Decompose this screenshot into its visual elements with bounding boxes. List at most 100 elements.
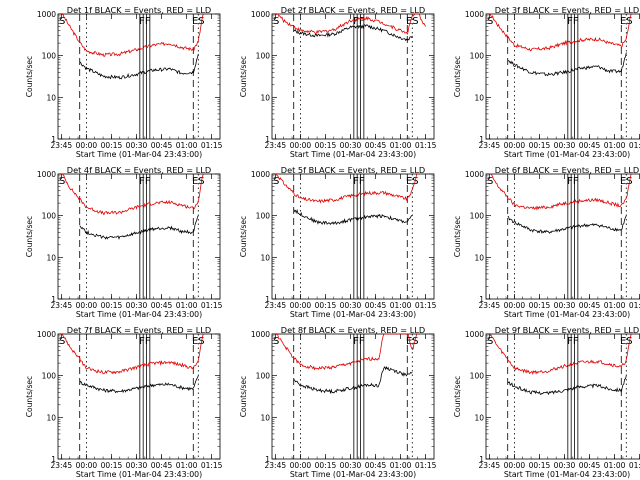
panel-1: Det 1f BLACK = Events, RED = LLD 1 10 100 10… [25, 5, 223, 159]
x-tick-label: 00:30 [554, 461, 576, 470]
series-line-events [293, 24, 413, 42]
y-tick-label: 1000 [37, 10, 56, 19]
panel-title: Det 5f BLACK = Events, RED = LLD [281, 165, 425, 175]
event-label: S [59, 176, 65, 187]
series-line-events [293, 365, 413, 395]
x-tick-label: 01:00 [176, 301, 198, 310]
event-label: S [59, 16, 65, 27]
series-line-lld [488, 333, 632, 376]
x-axis-label: Start Time (01-Mar-04 23:43:00) [504, 150, 630, 159]
event-label: ES [192, 336, 205, 347]
y-tick-label: 1000 [251, 170, 270, 179]
y-tick-label: 100 [470, 372, 485, 381]
y-axis-label: Counts/sec [25, 56, 34, 97]
y-tick-label: 1 [265, 455, 270, 464]
x-tick-label: 00:45 [151, 301, 173, 310]
x-axis-label: Start Time (01-Mar-04 23:43:00) [504, 470, 630, 479]
event-label: ES [620, 176, 633, 187]
x-tick-label: 23:45 [479, 461, 501, 470]
series-line-events [79, 215, 199, 240]
event-label: FF [139, 336, 151, 347]
series-line-lld [275, 333, 418, 371]
panel-title: Det 6f BLACK = Events, RED = LLD [495, 165, 639, 175]
y-tick-label: 10 [46, 413, 56, 422]
x-axis-label: Start Time (01-Mar-04 23:43:00) [290, 310, 416, 319]
panel-title: Det 3f BLACK = Events, RED = LLD [495, 5, 639, 15]
panel-3: Det 3f BLACK = Events, RED = LLD 1 10 100 10… [453, 5, 640, 159]
y-tick-label: 1000 [465, 170, 484, 179]
x-tick-label: 01:00 [176, 461, 198, 470]
y-tick-label: 1000 [465, 10, 484, 19]
x-tick-label: 01:15 [201, 141, 223, 150]
event-label: FF [139, 16, 151, 27]
event-label: ES [406, 176, 419, 187]
y-tick-label: 100 [470, 52, 485, 61]
panel-7: Det 7f BLACK = Events, RED = LLD 1 10 100 10… [25, 325, 223, 479]
x-tick-label: 23:45 [479, 301, 501, 310]
panel-9: Det 9f BLACK = Events, RED = LLD 1 10 100 10… [453, 325, 640, 479]
x-tick-label: 00:30 [554, 301, 576, 310]
x-tick-label: 23:45 [265, 301, 287, 310]
x-tick-label: 00:15 [315, 301, 337, 310]
x-tick-label: 00:45 [579, 301, 601, 310]
x-tick-label: 00:45 [365, 461, 387, 470]
series-line-lld [61, 173, 204, 216]
panel-title: Det 9f BLACK = Events, RED = LLD [495, 325, 639, 335]
x-tick-label: 00:15 [101, 141, 123, 150]
x-tick-label: 23:45 [265, 141, 287, 150]
plot-frame [57, 173, 221, 300]
y-tick-label: 100 [470, 212, 485, 221]
x-tick-label: 00:15 [315, 141, 337, 150]
series-line-lld [275, 13, 426, 35]
x-tick-label: 23:45 [479, 141, 501, 150]
panel-2: Det 2f BLACK = Events, RED = LLD 1 10 100 10… [239, 5, 437, 159]
series-line-lld [275, 173, 418, 204]
plot-frame [57, 333, 221, 460]
panel-4: Det 4f BLACK = Events, RED = LLD 1 10 100 10… [25, 165, 223, 319]
panel-title: Det 4f BLACK = Events, RED = LLD [67, 165, 211, 175]
series-line-lld [61, 333, 204, 375]
x-axis-label: Start Time (01-Mar-04 23:43:00) [290, 150, 416, 159]
x-axis-label: Start Time (01-Mar-04 23:43:00) [76, 150, 202, 159]
event-label: FF [139, 176, 151, 187]
y-axis-label: Counts/sec [239, 216, 248, 257]
series-line-events [79, 53, 199, 80]
x-tick-label: 01:00 [390, 301, 412, 310]
x-tick-label: 00:00 [504, 301, 526, 310]
x-tick-label: 00:45 [365, 141, 387, 150]
x-axis-label: Start Time (01-Mar-04 23:43:00) [76, 310, 202, 319]
plot-frame [271, 333, 435, 460]
x-axis-label: Start Time (01-Mar-04 23:43:00) [504, 310, 630, 319]
y-tick-label: 1 [265, 295, 270, 304]
x-tick-label: 00:30 [126, 461, 148, 470]
x-tick-label: 00:30 [126, 141, 148, 150]
x-tick-label: 00:30 [554, 141, 576, 150]
x-tick-label: 23:45 [51, 141, 73, 150]
x-tick-label: 00:30 [126, 301, 148, 310]
y-tick-label: 100 [256, 372, 271, 381]
y-tick-label: 1 [51, 455, 56, 464]
x-tick-label: 01:00 [604, 141, 626, 150]
series-line-lld [489, 173, 632, 211]
plot-frame [485, 333, 640, 460]
x-tick-label: 00:15 [529, 301, 551, 310]
x-tick-label: 01:15 [415, 301, 437, 310]
y-tick-label: 1000 [37, 330, 56, 339]
x-tick-label: 00:15 [529, 141, 551, 150]
event-label: FF [353, 176, 365, 187]
event-label: ES [406, 336, 419, 347]
y-tick-label: 10 [474, 253, 484, 262]
series-line-lld [61, 13, 204, 57]
y-tick-label: 1 [51, 295, 56, 304]
y-axis-label: Counts/sec [239, 376, 248, 417]
y-tick-label: 100 [256, 52, 271, 61]
x-tick-label: 01:00 [176, 141, 198, 150]
x-tick-label: 01:00 [604, 301, 626, 310]
y-tick-label: 10 [260, 253, 270, 262]
event-label: FF [567, 336, 579, 347]
panel-8: Det 8f BLACK = Events, RED = LLD 1 10 100 10… [239, 325, 437, 479]
x-tick-label: 01:15 [201, 461, 223, 470]
x-axis-label: Start Time (01-Mar-04 23:43:00) [290, 470, 416, 479]
y-axis-label: Counts/sec [239, 56, 248, 97]
x-tick-label: 00:00 [290, 141, 312, 150]
